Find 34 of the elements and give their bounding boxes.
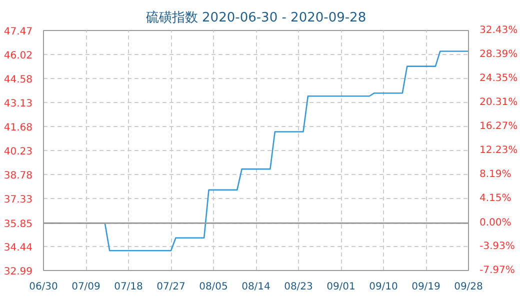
y-tick-label: 38.78 — [4, 170, 33, 182]
y-tick-label: 46.02 — [4, 50, 33, 62]
y2-tick-label: -3.93% — [480, 241, 515, 252]
y2-tick-label: 24.35% — [480, 73, 518, 84]
y2-tick-label: 32.43% — [480, 25, 518, 36]
y-tick-label: 35.85 — [4, 219, 33, 230]
y-tick-label: 43.13 — [4, 98, 33, 110]
x-tick-label: 09/01 — [326, 282, 356, 292]
x-tick-label: 09/28 — [454, 282, 483, 292]
x-tick-label: 07/09 — [72, 282, 100, 292]
x-tick-label: 08/05 — [199, 282, 228, 292]
y-tick-label: 37.33 — [4, 194, 33, 206]
x-tick-label: 08/23 — [284, 282, 313, 292]
x-tick-label: 08/14 — [242, 282, 270, 292]
y2-tick-label: 16.27% — [480, 121, 518, 132]
chart-title: 硫磺指数 2020-06-30 - 2020-09-28 — [146, 10, 366, 26]
x-tick-label: 07/27 — [156, 282, 186, 292]
y-tick-label: 47.47 — [4, 26, 33, 38]
y-tick-label: 44.58 — [4, 74, 33, 86]
y2-tick-label: 12.23% — [480, 145, 518, 156]
x-tick-label: 06/30 — [29, 282, 58, 292]
y2-tick-label: 8.19% — [480, 169, 512, 180]
y2-tick-label: 4.15% — [480, 193, 512, 204]
x-tick-label: 07/18 — [114, 282, 143, 292]
y-tick-label: 32.99 — [4, 266, 33, 278]
y-tick-label: 40.23 — [4, 146, 33, 158]
y2-tick-label: -7.97% — [480, 265, 515, 276]
y2-tick-label: 20.31% — [480, 97, 518, 108]
y2-tick-label: 0.00% — [480, 218, 512, 229]
y-tick-label: 41.68 — [4, 122, 33, 134]
y2-tick-label: 28.39% — [480, 49, 518, 60]
y-tick-label: 34.44 — [4, 242, 33, 254]
x-tick-label: 09/10 — [369, 282, 398, 292]
x-tick-label: 09/19 — [412, 282, 440, 292]
